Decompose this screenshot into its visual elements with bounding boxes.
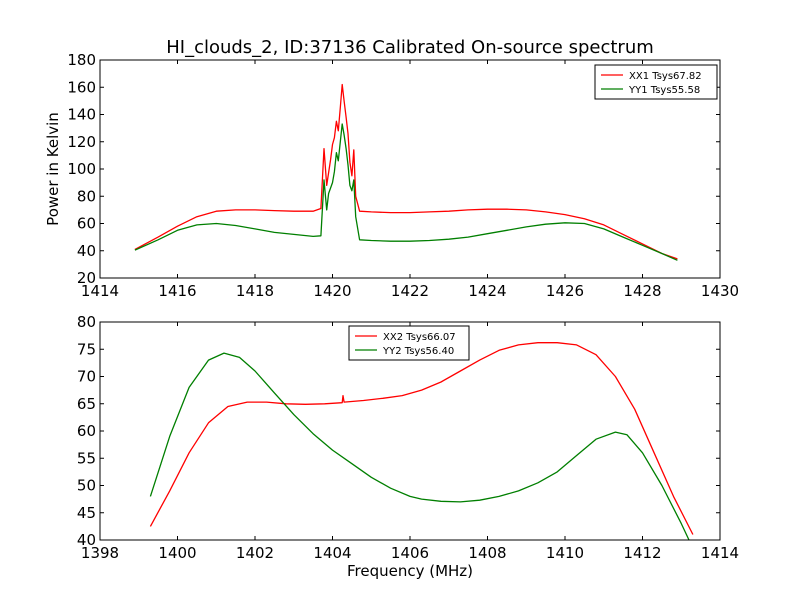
y-tick-label: 75 xyxy=(77,340,96,358)
series-line-2-1 xyxy=(149,342,694,535)
y-tick-label: 160 xyxy=(67,78,96,96)
series-line-1-1 xyxy=(134,83,678,260)
figure-title: HI_clouds_2, ID:37136 Calibrated On-sour… xyxy=(166,37,654,58)
y-tick-label: 140 xyxy=(67,106,96,124)
y-axis-title: Power in Kelvin xyxy=(44,112,62,226)
x-axis-title: Frequency (MHz) xyxy=(347,562,473,580)
legend-box xyxy=(594,64,718,100)
x-tick-label: 1430 xyxy=(701,282,739,300)
series-line-2-2 xyxy=(149,352,690,540)
legend: XX1 Tsys67.82 YY1 Tsys55.58 xyxy=(594,64,718,100)
x-tick-label: 1402 xyxy=(236,544,274,562)
y-tick-label: 100 xyxy=(67,160,96,178)
x-tick-label: 1404 xyxy=(313,544,351,562)
y-tick-label: 45 xyxy=(77,504,96,522)
y-tick-label: 40 xyxy=(77,242,96,260)
x-tick-label: 1406 xyxy=(391,544,429,562)
y-tick-label: 70 xyxy=(77,368,96,386)
y-tick-label: 80 xyxy=(77,313,96,331)
x-tick-label: 1426 xyxy=(546,282,584,300)
x-tick-label: 1414 xyxy=(701,544,739,562)
x-tick-label: 1420 xyxy=(313,282,351,300)
y-tick-label: 120 xyxy=(67,133,96,151)
x-tick-label: 1424 xyxy=(468,282,506,300)
y-tick-label: 80 xyxy=(77,187,96,205)
y-tick-label: 180 xyxy=(67,51,96,69)
x-tick-label: 1428 xyxy=(623,282,661,300)
x-tick-label: 1422 xyxy=(391,282,429,300)
y-tick-label: 55 xyxy=(77,449,96,467)
legend: XX2 Tsys66.07 YY2 Tsys56.40 xyxy=(348,325,470,361)
y-tick-label: 60 xyxy=(77,215,96,233)
series-line-1-2 xyxy=(134,123,678,261)
legend-box xyxy=(348,325,470,361)
legend-label: XX2 Tsys66.07 xyxy=(383,332,456,343)
x-tick-label: 1408 xyxy=(468,544,506,562)
x-tick-label: 1398 xyxy=(81,544,119,562)
x-tick-label: 1418 xyxy=(236,282,274,300)
legend-label: YY2 Tsys56.40 xyxy=(382,346,454,357)
y-tick-label: 50 xyxy=(77,477,96,495)
x-tick-label: 1400 xyxy=(158,544,196,562)
x-tick-label: 1414 xyxy=(81,282,119,300)
y-tick-label: 40 xyxy=(77,531,96,549)
bottom-panel: 1398 1400 1402 1404 1406 1408 1410 1412 1414 40 45… xyxy=(77,313,739,580)
x-tick-label: 1410 xyxy=(546,544,584,562)
legend-label: YY1 Tsys55.58 xyxy=(628,85,700,96)
top-panel: 1414 1416 1418 1420 1422 1424 1426 1428 1430 20 40… xyxy=(44,51,739,300)
y-tick-label: 20 xyxy=(77,269,96,287)
x-tick-label: 1412 xyxy=(623,544,661,562)
y-tick-label: 60 xyxy=(77,422,96,440)
legend-label: XX1 Tsys67.82 xyxy=(629,71,702,82)
x-tick-label: 1416 xyxy=(158,282,196,300)
y-tick-label: 65 xyxy=(77,395,96,413)
